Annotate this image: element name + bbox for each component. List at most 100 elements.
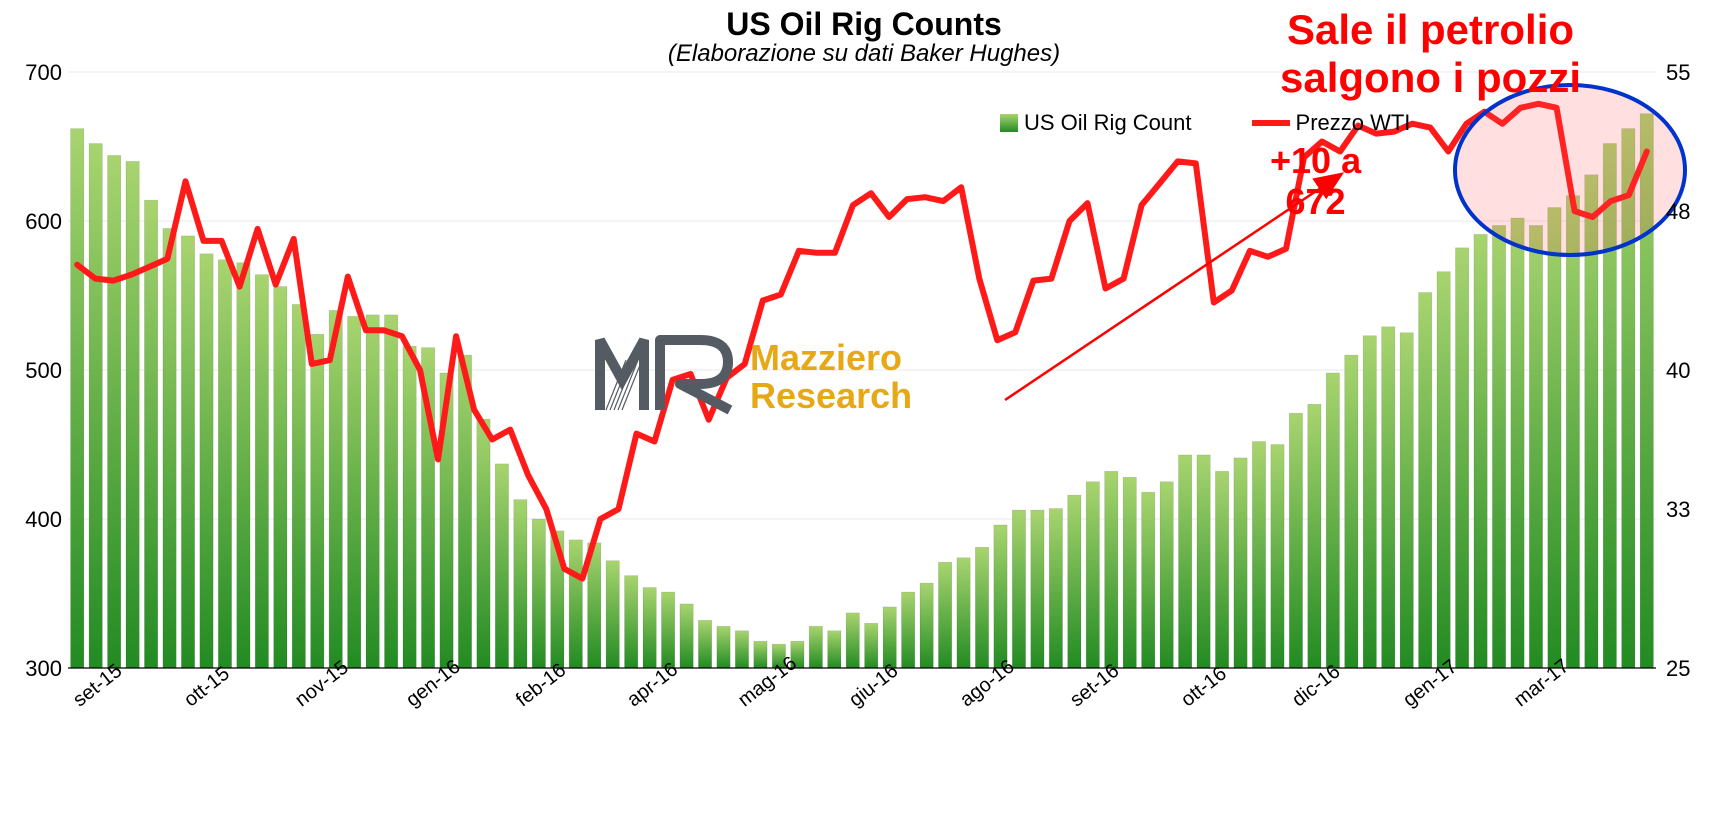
rig-count-bar [1400, 333, 1413, 668]
rig-count-bar [1252, 442, 1265, 668]
rig-count-bar [902, 592, 915, 668]
legend-label-rig: US Oil Rig Count [1024, 110, 1192, 135]
rig-count-bar [71, 129, 84, 668]
rig-count-bar [717, 626, 730, 668]
rig-count-bar [1049, 509, 1062, 668]
rig-count-bar [1068, 495, 1081, 668]
rig-count-bar [865, 623, 878, 668]
y-right-tick: 48 [1666, 199, 1726, 225]
rig-count-bar [477, 419, 490, 668]
rig-count-bar [532, 519, 545, 668]
x-tick-label: ott-15 [180, 663, 234, 713]
y-right-tick: 33 [1666, 497, 1726, 523]
rig-count-bar [883, 607, 896, 668]
rig-count-bar [1031, 510, 1044, 668]
rig-count-bar [1474, 234, 1487, 668]
rig-count-bar [1437, 272, 1450, 668]
legend-swatch-rig [1000, 114, 1018, 132]
rig-count-bar [366, 315, 379, 668]
rig-count-bar [384, 315, 397, 668]
rig-count-bar [994, 525, 1007, 668]
rig-count-bar [1455, 248, 1468, 668]
rig-count-bar [1086, 482, 1099, 668]
rig-count-bar [735, 631, 748, 668]
rig-count-bar [292, 304, 305, 668]
rig-count-bar [1529, 225, 1542, 668]
rig-count-bar [1289, 413, 1302, 668]
rig-count-bar [920, 583, 933, 668]
rig-count-bar [1142, 492, 1155, 668]
rig-count-bar [495, 464, 508, 668]
y-left-tick: 600 [2, 209, 62, 235]
rig-count-bar [329, 310, 342, 668]
oil-rig-chart: US Oil Rig Counts (Elaborazione su dati … [0, 0, 1728, 822]
annotation-headline: Sale il petroliosalgono i pozzi [1280, 6, 1581, 103]
rig-count-bar [514, 500, 527, 668]
rig-count-bar [200, 254, 213, 668]
rig-count-bar [661, 592, 674, 668]
rig-count-bar [975, 547, 988, 668]
rig-count-bar [1271, 445, 1284, 669]
rig-count-bar [606, 561, 619, 668]
rig-count-bar [957, 558, 970, 668]
rig-count-bar [938, 562, 951, 668]
chart-svg: MazzieroResearch [68, 72, 1656, 668]
x-tick-label: ott-16 [1177, 663, 1231, 713]
rig-count-bar [89, 144, 102, 668]
y-left-tick: 500 [2, 358, 62, 384]
rig-count-bar [643, 588, 656, 668]
rig-count-bar [274, 287, 287, 668]
rig-count-bar [1308, 404, 1321, 668]
watermark-text-2: Research [750, 375, 912, 416]
legend: US Oil Rig Count Prezzo WTI [1000, 110, 1410, 136]
legend-label-wti: Prezzo WTI [1296, 110, 1411, 135]
watermark-text-1: Mazziero [750, 337, 902, 378]
rig-count-bar [1215, 471, 1228, 668]
rig-count-bar [163, 228, 176, 668]
rig-count-bar [348, 316, 361, 668]
rig-count-bar [1178, 455, 1191, 668]
rig-count-bar [311, 334, 324, 668]
rig-count-bar [698, 620, 711, 668]
rig-count-bar [1234, 458, 1247, 668]
legend-swatch-wti [1252, 120, 1290, 126]
rig-count-bar [403, 346, 416, 668]
rig-count-bar [1012, 510, 1025, 668]
y-left-tick: 700 [2, 60, 62, 86]
rig-count-bar [569, 540, 582, 668]
highlight-ellipse [1455, 85, 1685, 255]
watermark-logo: MazzieroResearch [600, 337, 912, 416]
rig-count-bar [181, 236, 194, 668]
annotation-delta: +10 a672 [1270, 140, 1361, 223]
rig-count-bar [680, 604, 693, 668]
rig-count-bar [1492, 225, 1505, 668]
rig-count-bar [1123, 477, 1136, 668]
plot-area: MazzieroResearch [68, 72, 1656, 668]
rig-count-bar [1511, 218, 1524, 668]
rig-count-bar [846, 613, 859, 668]
rig-count-bar [1363, 336, 1376, 668]
rig-count-bar [625, 576, 638, 668]
rig-count-bar [1382, 327, 1395, 668]
rig-count-bar [1419, 293, 1432, 668]
rig-count-bar [237, 263, 250, 668]
rig-count-bar [809, 626, 822, 668]
rig-count-bar [1326, 373, 1339, 668]
rig-count-bar [1345, 355, 1358, 668]
rig-count-bar [1105, 471, 1118, 668]
rig-count-bar [1197, 455, 1210, 668]
rig-count-bar [1566, 196, 1579, 668]
rig-count-bar [218, 260, 231, 668]
y-right-tick: 55 [1666, 60, 1726, 86]
rig-count-bar [1548, 208, 1561, 668]
rig-count-bar [255, 275, 268, 668]
y-right-tick: 40 [1666, 358, 1726, 384]
y-right-tick: 25 [1666, 656, 1726, 682]
y-left-tick: 400 [2, 507, 62, 533]
rig-count-bar [754, 641, 767, 668]
rig-count-bar [108, 155, 121, 668]
y-left-tick: 300 [2, 656, 62, 682]
rig-count-bar [1160, 482, 1173, 668]
rig-count-bar [126, 161, 139, 668]
rig-count-bar [828, 631, 841, 668]
